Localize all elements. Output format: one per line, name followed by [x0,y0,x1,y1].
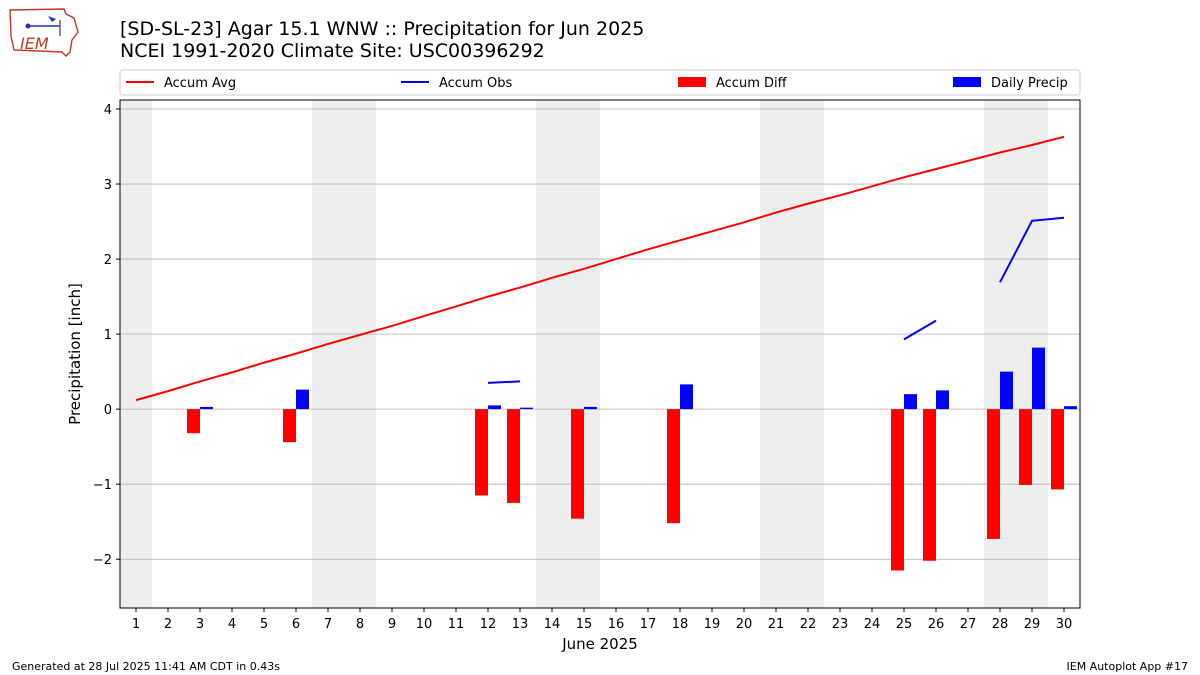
x-tick-label: 21 [768,617,785,632]
bars [187,347,1077,571]
x-tick-label: 27 [960,617,977,632]
accum-diff-bar [475,409,488,496]
daily-precip-bar [200,406,213,410]
daily-precip-bar [584,406,597,410]
chart-title: [SD-SL-23] Agar 15.1 WNW :: Precipitatio… [120,18,645,40]
accum-diff-bar [1051,409,1064,490]
legend-label: Accum Avg [164,76,236,91]
app-note: IEM Autoplot App #17 [1066,660,1189,673]
y-tick-label: −1 [93,478,112,493]
accum-diff-bar [923,409,936,561]
accum-obs-line [999,216,1065,283]
legend-label: Accum Diff [716,76,788,91]
x-tick-label: 3 [196,617,204,632]
legend-swatch [678,77,706,87]
weekend-shade [120,100,152,608]
daily-precip-bar [488,405,501,410]
x-tick-label: 26 [928,617,945,632]
x-tick-label: 29 [1024,617,1041,632]
x-tick-label: 19 [704,617,721,632]
logo-text: IEM [20,34,49,53]
accum-avg-line [135,135,1065,402]
accum-diff-bar [891,409,904,571]
daily-precip-bar [1000,371,1013,410]
legend-swatch [953,77,981,87]
x-tick-label: 5 [260,617,268,632]
plot-frame [119,99,1081,609]
x-tick-label: 24 [864,617,881,632]
legend-label: Accum Obs [439,76,512,91]
daily-precip-bar [520,407,533,410]
daily-precip-bar [1032,347,1045,410]
x-tick-label: 15 [576,617,593,632]
x-axis-label: June 2025 [561,635,638,653]
x-tick-label: 22 [800,617,817,632]
y-tick-label: 4 [104,103,112,118]
legend: Accum Avg Accum Obs Accum Diff Daily Precip [119,69,1081,96]
daily-precip-bar [904,394,917,410]
accum-diff-bar [667,409,680,524]
weekend-shading [120,100,1048,608]
accum-obs-line [487,380,521,384]
chart-subtitle: NCEI 1991-2020 Climate Site: USC00396292 [120,40,545,62]
accum-obs-line [903,319,937,341]
grid-lines [120,108,1080,560]
x-tick-label: 25 [896,617,913,632]
x-tick-label: 8 [356,617,364,632]
x-tick-label: 7 [324,617,332,632]
x-tick-label: 10 [416,617,433,632]
legend-label: Daily Precip [991,76,1068,91]
daily-precip-bar [296,389,309,410]
accum-diff-bar [187,409,200,434]
x-tick-label: 20 [736,617,753,632]
x-tick-label: 14 [544,617,561,632]
y-tick-label: 1 [104,328,112,343]
y-tick-label: 2 [104,253,112,268]
x-tick-label: 2 [164,617,172,632]
x-tick-label: 13 [512,617,529,632]
generated-note: Generated at 28 Jul 2025 11:41 AM CDT in… [12,660,280,673]
y-tick-label: 3 [104,178,112,193]
accum-diff-bar [1019,409,1032,485]
legend-frame [119,69,1081,96]
x-tick-label: 12 [480,617,497,632]
daily-precip-bar [1064,406,1077,410]
x-tick-label: 18 [672,617,689,632]
x-tick-label: 4 [228,617,236,632]
daily-precip-bar [680,384,693,410]
accum-diff-bar [987,409,1000,539]
x-tick-label: 23 [832,617,849,632]
weekend-shade [312,100,376,608]
y-axis-ticks: 4 3 2 1 0 −1 −2 [93,103,120,568]
y-tick-label: 0 [104,403,112,418]
weekend-shade [760,100,824,608]
daily-precip-bar [936,390,949,410]
x-tick-label: 6 [292,617,300,632]
x-tick-label: 17 [640,617,657,632]
x-tick-label: 16 [608,617,625,632]
y-axis-label: Precipitation [inch] [66,283,84,425]
x-tick-label: 11 [448,617,465,632]
weekend-shade [536,100,600,608]
x-tick-label: 28 [992,617,1009,632]
x-tick-label: 1 [132,617,140,632]
x-axis-ticks: 1 2 3 4 5 6 7 8 9 10 11 12 13 14 15 16 17 18 19 20 21 22 23 24 2… [132,608,1072,632]
accum-diff-bar [283,409,296,443]
x-tick-label: 30 [1056,617,1073,632]
accum-diff-bar [571,409,584,519]
y-tick-label: −2 [93,553,112,568]
iem-logo: IEM [9,8,79,57]
lines [135,135,1065,402]
x-tick-label: 9 [388,617,396,632]
accum-diff-bar [507,409,520,503]
